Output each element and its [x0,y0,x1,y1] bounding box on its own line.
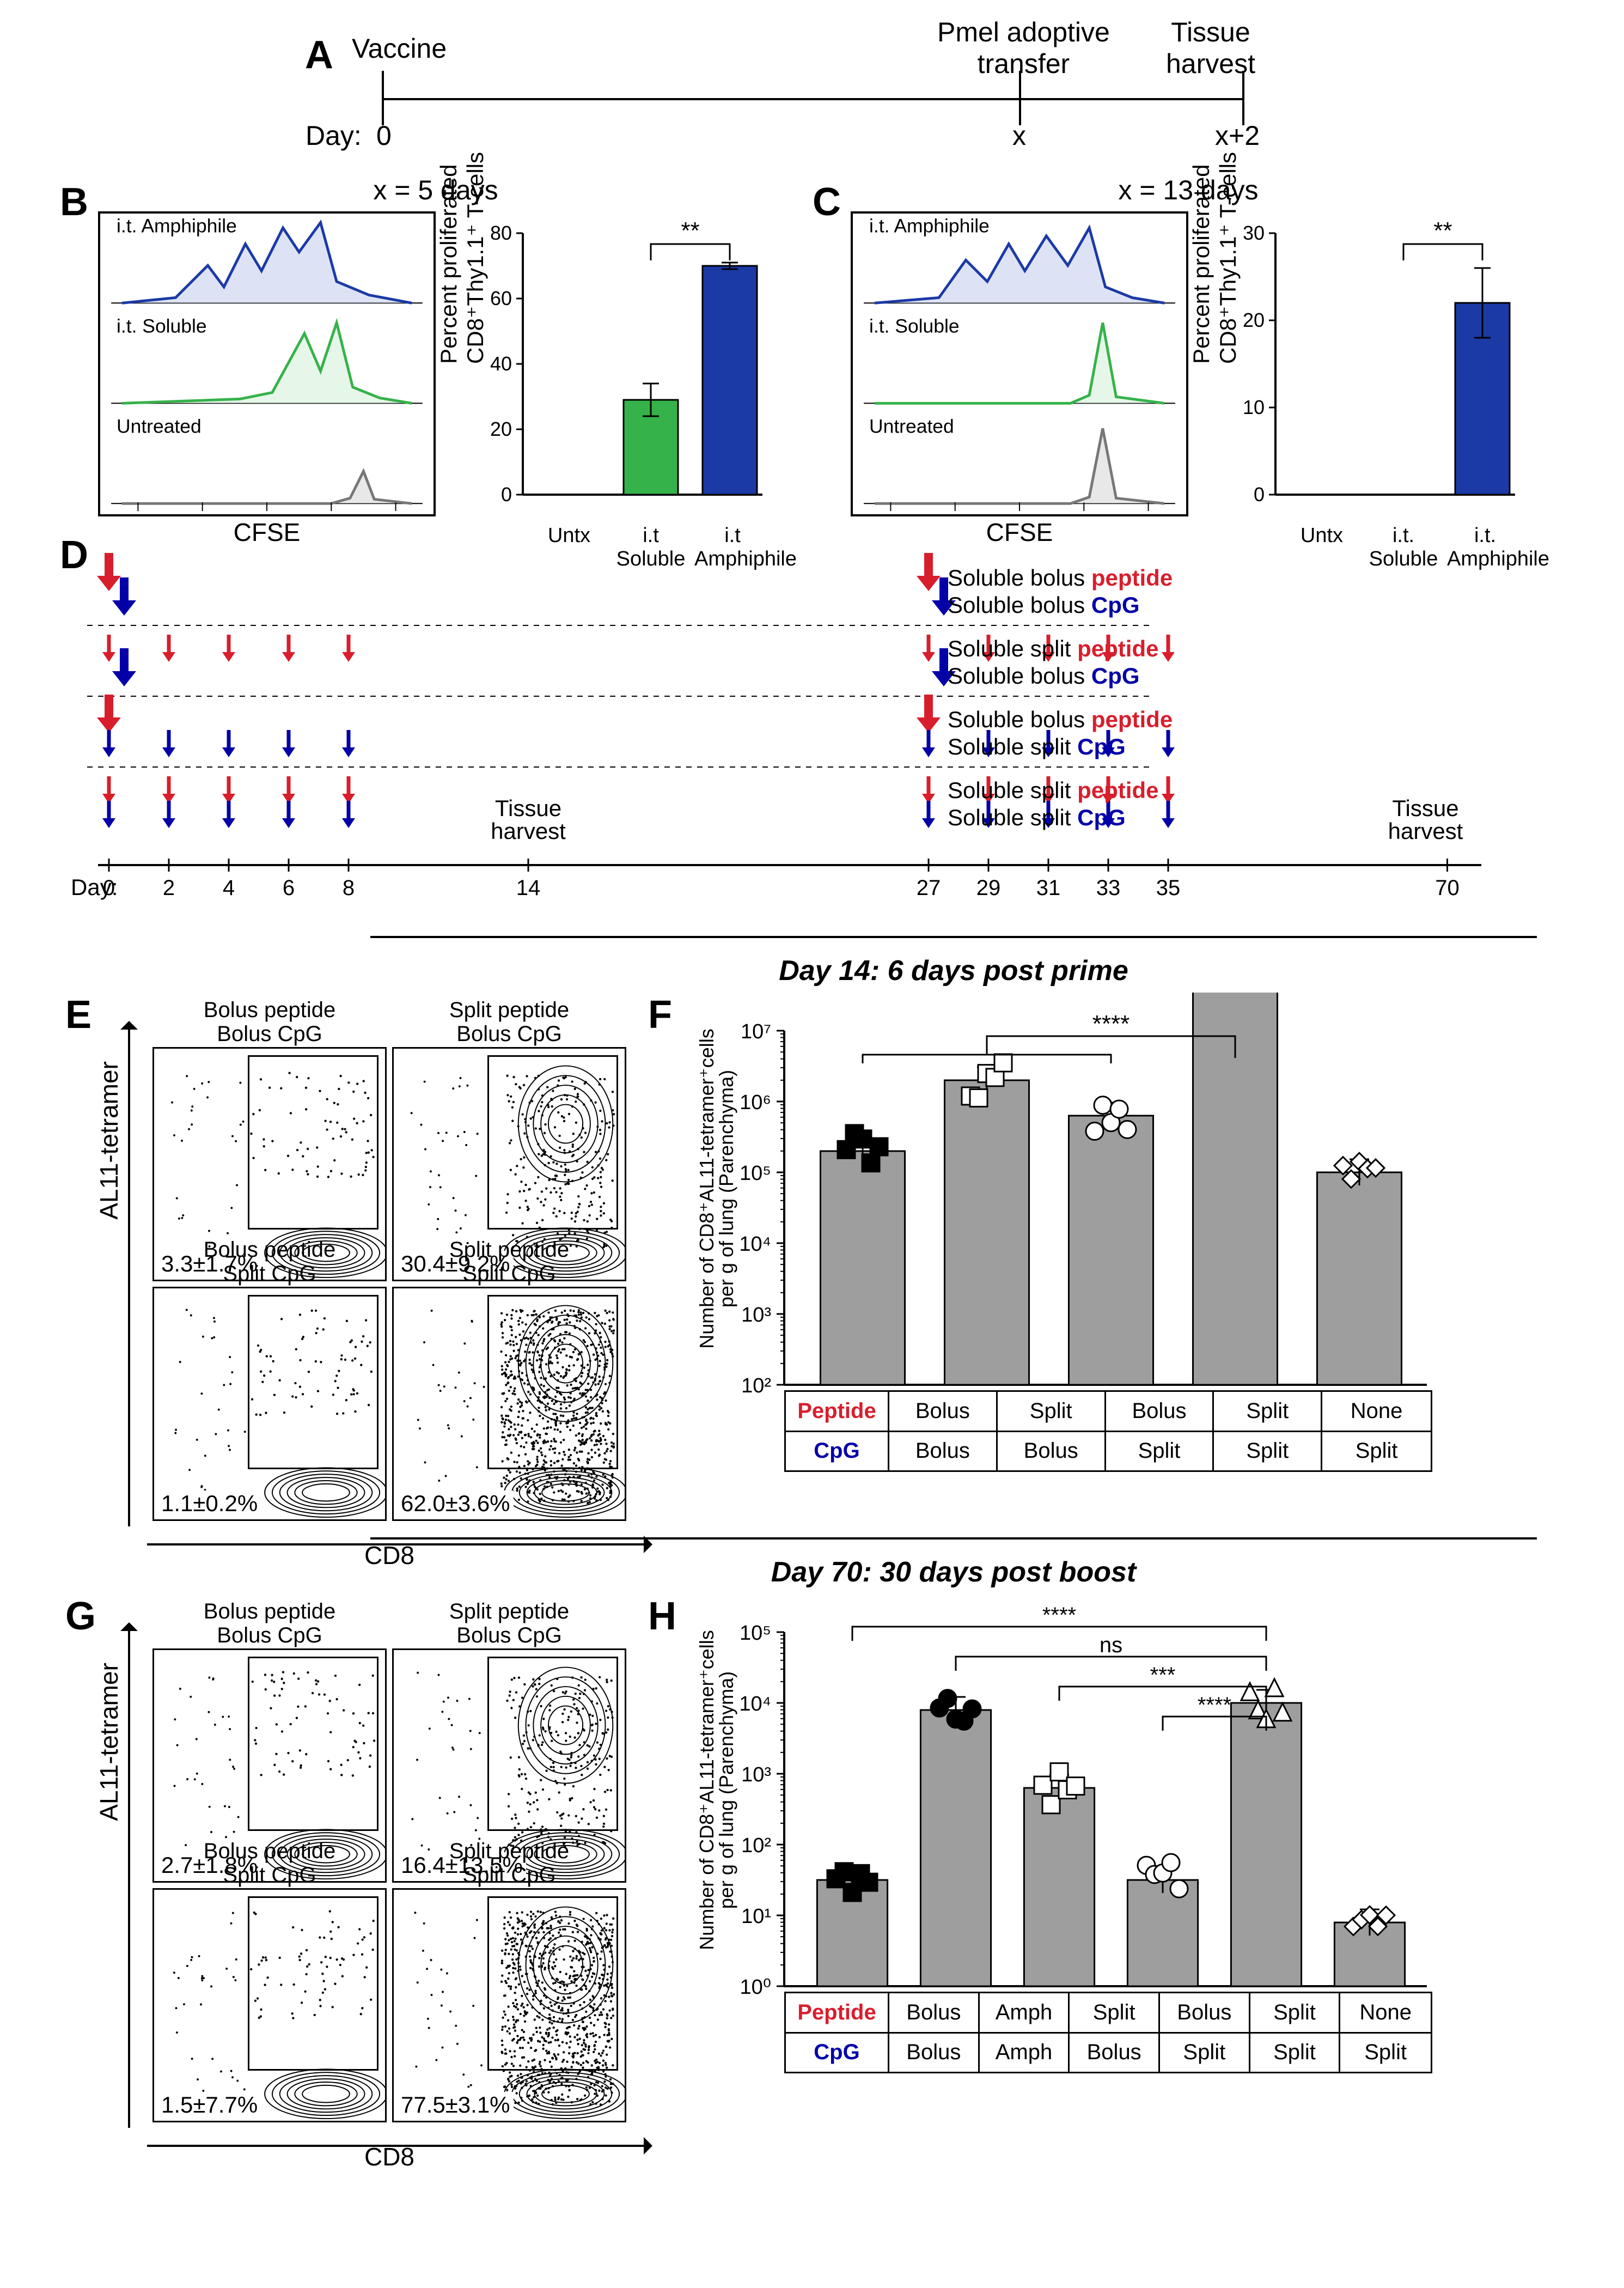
svg-text:10⁰: 10⁰ [740,1976,771,1999]
svg-text:29: 29 [976,876,1001,900]
svg-text:10²: 10² [741,1374,771,1397]
svg-text:i.t. Soluble: i.t. Soluble [117,315,207,337]
svg-text:Tissueharvest: Tissueharvest [491,795,566,844]
label-transfer: Pmel adoptivetransfer [937,16,1110,80]
panel-letter-g: G [65,1594,96,1639]
svg-text:Day:: Day: [71,874,118,900]
svg-text:0: 0 [1254,483,1265,506]
panel-g-xlabel: CD8 [364,2142,414,2171]
svg-text:Soluble split CpG: Soluble split CpG [948,734,1126,759]
svg-text:Soluble split peptide: Soluble split peptide [948,636,1158,661]
svg-text:8: 8 [343,876,355,900]
svg-text:i.t. Soluble: i.t. Soluble [869,315,960,337]
svg-text:31: 31 [1036,876,1061,900]
panel-e-xlabel: CD8 [364,1541,414,1570]
panel-letter-f: F [648,993,672,1037]
svg-text:80: 80 [490,222,512,244]
svg-text:****: **** [1092,1011,1130,1037]
tick-x: x [1012,120,1026,151]
panel-letter-h: H [648,1594,676,1639]
panel-letter-b: B [60,180,88,224]
panel-g-facs: AL11-tetramer CD8 Bolus peptideBolus CpG… [152,1648,626,2122]
svg-text:i.t. Amphiphile: i.t. Amphiphile [869,215,990,237]
svg-text:Soluble split CpG: Soluble split CpG [948,805,1126,830]
panel-d-schedule: 0246814272931333570Day:Soluble bolus pep… [65,538,1536,930]
svg-text:10¹: 10¹ [741,1905,771,1928]
svg-text:20: 20 [490,418,512,440]
day14-banner: Day 14: 6 days post prime [370,954,1537,987]
svg-text:35: 35 [1156,876,1181,900]
label-day: Day: [306,120,362,151]
panel-b: B x = 5 days i.t. Amphiphilei.t. Soluble… [65,174,806,516]
svg-text:Soluble split peptide: Soluble split peptide [948,777,1158,803]
svg-text:10⁵: 10⁵ [740,1162,771,1185]
svg-text:27: 27 [917,876,941,900]
svg-text:14: 14 [516,876,541,900]
svg-text:2: 2 [163,876,175,900]
tick-0: 0 [376,120,392,151]
panel-f-chart: 10² 10³ 10⁴ 10⁵ 10⁶ 10⁷Number of CD8⁺AL11-tet… [692,993,1443,1472]
svg-text:10³: 10³ [741,1304,771,1326]
svg-text:Number of CD8⁺AL11-tetramer⁺ce: Number of CD8⁺AL11-tetramer⁺cellsper g o… [695,1630,737,1950]
panel-letter-a: A [305,33,333,77]
svg-text:10³: 10³ [741,1763,771,1786]
svg-text:10²: 10² [741,1834,771,1857]
svg-text:Number of CD8⁺AL11-tetramer⁺ce: Number of CD8⁺AL11-tetramer⁺cellsper g o… [695,1029,737,1349]
label-vaccine: Vaccine [352,33,447,64]
svg-text:33: 33 [1096,876,1121,900]
panel-b-barchart: Percent proliferatedCD8⁺Thy1.1⁺ T-cells … [468,211,773,516]
panel-c-histogram: i.t. Amphiphilei.t. SolubleUntreated CFS… [851,211,1188,516]
tick-x2: x+2 [1215,120,1260,151]
panel-e-facs: AL11-tetramer CD8 Bolus peptideBolus CpG… [152,1047,626,1521]
label-harvest: Tissueharvest [1166,16,1255,80]
svg-text:Untreated: Untreated [117,416,202,437]
svg-text:60: 60 [490,287,512,309]
facs-plot: Split peptideSplit CpG77.5±3.1% [392,1888,626,2122]
facs-plot: Bolus peptideSplit CpG1.1±0.2% [152,1287,387,1521]
svg-text:****: **** [1198,1693,1231,1717]
svg-text:10⁵: 10⁵ [740,1622,771,1645]
facs-plot: Split peptideSplit CpG62.0±3.6% [392,1287,626,1521]
svg-text:Soluble bolus peptide: Soluble bolus peptide [948,565,1173,591]
panel-a-timeline: Vaccine Pmel adoptivetransfer Tissueharv… [349,33,1275,153]
svg-text:40: 40 [490,352,512,375]
panel-g-ylabel: AL11-tetramer [94,1663,124,1821]
svg-text:10⁷: 10⁷ [741,1020,771,1043]
panel-letter-c: C [813,180,841,224]
svg-text:Tissueharvest: Tissueharvest [1388,795,1463,844]
svg-text:ns: ns [1100,1633,1122,1657]
day70-banner: Day 70: 30 days post boost [370,1556,1537,1589]
svg-text:30: 30 [1243,222,1265,244]
svg-text:4: 4 [223,876,235,900]
svg-text:20: 20 [1243,309,1265,331]
svg-text:10⁴: 10⁴ [739,1693,771,1715]
svg-text:***: *** [1150,1663,1176,1687]
svg-text:Untreated: Untreated [869,416,954,437]
panel-c: C x = 13 days i.t. Amphiphilei.t. Solubl… [818,174,1559,516]
svg-text:0: 0 [501,483,512,506]
svg-text:6: 6 [283,876,295,900]
svg-text:Soluble bolus CpG: Soluble bolus CpG [948,592,1140,618]
svg-text:**: ** [1433,217,1452,244]
panel-c-barchart: Percent proliferatedCD8⁺Thy1.1⁺ T-cells … [1221,211,1526,516]
svg-text:10: 10 [1243,396,1265,418]
svg-text:Soluble bolus peptide: Soluble bolus peptide [948,707,1173,732]
panel-letter-e: E [65,993,91,1037]
svg-text:**: ** [681,217,699,244]
svg-text:i.t. Amphiphile: i.t. Amphiphile [117,215,237,237]
panel-e-ylabel: AL11-tetramer [94,1061,124,1220]
facs-plot: Bolus peptideSplit CpG1.5±7.7% [152,1888,387,2122]
svg-text:10⁴: 10⁴ [739,1233,771,1256]
svg-text:10⁶: 10⁶ [740,1091,771,1114]
panel-h-chart: 10⁰ 10¹ 10² 10³ 10⁴ 10⁵Number of CD8⁺AL11-tet… [692,1594,1443,2073]
svg-text:70: 70 [1435,876,1460,900]
panel-b-histogram: i.t. Amphiphilei.t. SolubleUntreated CFS… [98,211,436,516]
svg-text:****: **** [1042,1603,1076,1627]
svg-text:Soluble bolus CpG: Soluble bolus CpG [948,663,1140,689]
